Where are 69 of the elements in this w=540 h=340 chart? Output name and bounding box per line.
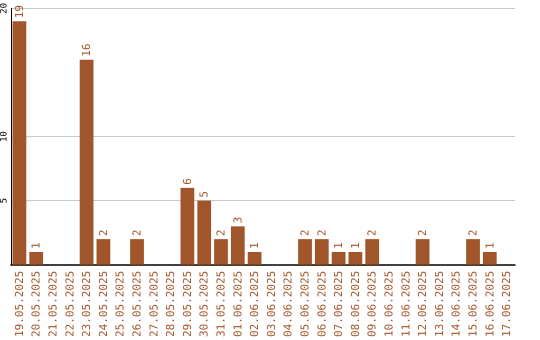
bar: [348, 252, 362, 265]
x-tick-label: 05.06.2025: [298, 270, 312, 338]
data-label: 2: [214, 230, 228, 236]
x-tick-label: 10.06.2025: [382, 270, 396, 338]
y-tick-label: 10: [0, 131, 10, 142]
data-label: 3: [231, 216, 244, 224]
x-tick-label: 13.06.2025: [432, 270, 446, 338]
bar: [12, 21, 26, 265]
x-tick-label: 08.06.2025: [348, 270, 362, 338]
bar: [29, 252, 44, 265]
x-tick-label: 02.06.2025: [248, 270, 262, 338]
bar: [365, 239, 380, 265]
data-label: 2: [466, 230, 480, 236]
bar: [466, 239, 480, 265]
x-tick-label: 25.05.2025: [114, 270, 127, 338]
x-tick-label: 27.05.2025: [147, 270, 160, 338]
data-label: 5: [198, 191, 211, 198]
x-tick-label: 21.05.2025: [46, 270, 60, 338]
x-tick-label: 09.06.2025: [366, 270, 379, 338]
bar: [197, 200, 212, 265]
bar: [180, 188, 194, 265]
x-tick-label: 23.05.2025: [80, 270, 94, 338]
bar: [332, 252, 346, 265]
bar: [298, 239, 312, 265]
x-tick-label: 14.06.2025: [450, 270, 463, 338]
x-tick-label: 30.05.2025: [198, 270, 211, 338]
x-tick-label: 16.06.2025: [483, 270, 496, 338]
data-label: 1: [332, 242, 346, 249]
bar: [230, 226, 245, 265]
bar: [482, 252, 497, 265]
bar: [96, 239, 110, 265]
data-label: 2: [416, 230, 430, 236]
x-tick-label: 04.06.2025: [282, 270, 295, 338]
x-tick-label: 11.06.2025: [399, 270, 412, 338]
bar: [214, 239, 228, 265]
data-label: 1: [248, 242, 262, 249]
y-tick-label: 20: [0, 2, 10, 14]
bar: [416, 239, 430, 265]
x-tick-label: 03.06.2025: [264, 270, 278, 338]
x-tick-label: 28.05.2025: [164, 270, 178, 338]
x-tick-label: 06.06.2025: [315, 270, 328, 338]
data-label: 2: [315, 230, 328, 236]
data-label: 16: [80, 43, 94, 57]
data-label: 1: [483, 242, 496, 249]
x-tick-label: 22.05.2025: [63, 270, 76, 338]
data-label: 2: [96, 230, 110, 236]
bar: [130, 239, 144, 265]
data-label: 1: [30, 242, 43, 249]
x-tick-label: 31.05.2025: [214, 270, 228, 338]
x-tick-label: 17.06.2025: [500, 270, 514, 338]
data-label: 2: [130, 230, 144, 236]
data-label: 2: [298, 230, 312, 236]
x-tick-label: 12.06.2025: [416, 270, 430, 338]
x-tick-label: 24.05.2025: [96, 270, 110, 338]
data-label: 6: [180, 178, 194, 185]
x-tick-label: 29.05.2025: [180, 270, 194, 338]
bar: [80, 60, 94, 265]
x-tick-label: 20.05.2025: [30, 270, 43, 338]
x-tick-label: 01.06.2025: [231, 270, 244, 338]
x-tick-label: 26.05.2025: [130, 270, 144, 338]
x-tick-label: 15.06.2025: [466, 270, 480, 338]
x-tick-label: 19.05.2025: [12, 270, 26, 338]
data-label: 2: [366, 230, 379, 236]
data-label: 1: [348, 242, 362, 249]
x-tick-label: 07.06.2025: [332, 270, 346, 338]
data-label: 19: [12, 4, 26, 18]
bar: [314, 239, 329, 265]
y-tick-label: 5: [0, 198, 10, 204]
bar: [248, 252, 262, 265]
